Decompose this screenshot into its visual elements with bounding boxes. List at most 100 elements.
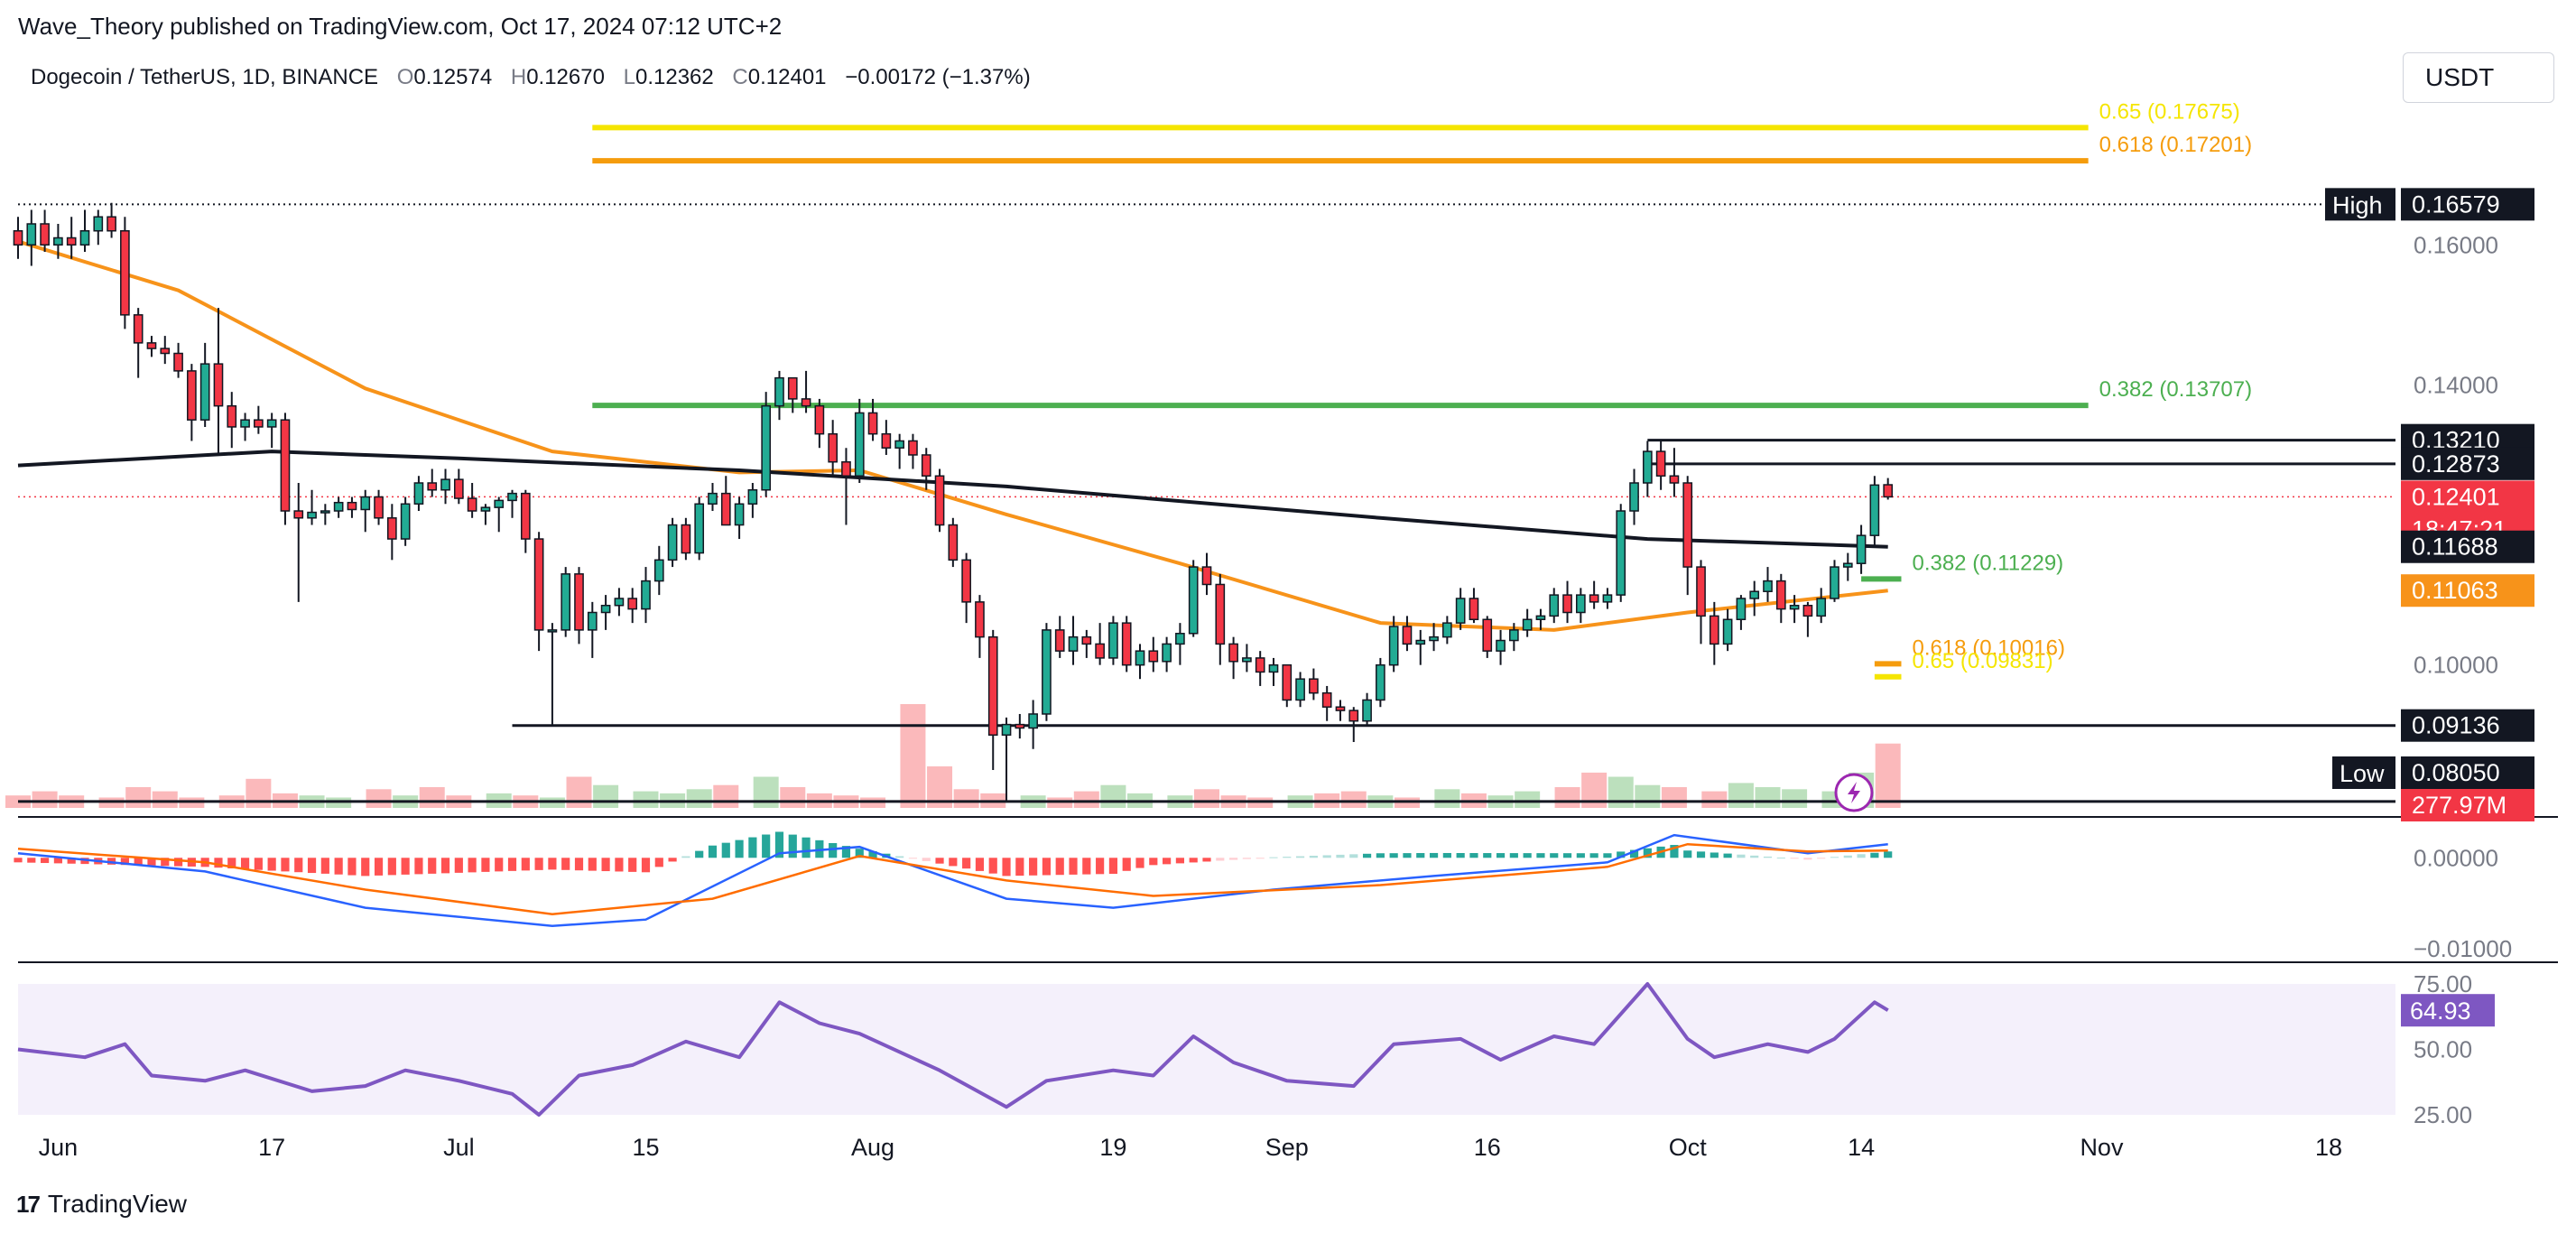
price-scale-label: 0.11688 [2412,533,2498,561]
rsi-value-bg [2401,994,2495,1027]
ema-200-line [17,450,1888,549]
candle-body [614,598,625,607]
macd-histogram-bar [240,858,250,869]
candle-body [801,398,811,407]
macd-histogram-bar [668,858,677,862]
macd-histogram-bar [1416,853,1425,858]
rsi-value-label: 64.93 [2410,997,2471,1025]
volume-bar [1701,791,1728,808]
candle-body [213,363,224,407]
candle-body [293,510,304,519]
macd-histogram-bar [1055,858,1064,876]
volume-bar [366,789,392,808]
macd-histogram-bar [1216,858,1225,861]
extreme-tag-bg [2325,188,2395,221]
candle-body [1869,484,1880,536]
candle-body [533,538,544,631]
candle-body [507,492,517,502]
macd-histogram-bar [387,858,396,876]
rsi-band [18,984,2395,1115]
candle-body [494,499,505,508]
candle-body [641,580,651,610]
candle-body [1028,713,1038,729]
candle-body [160,348,171,355]
macd-histogram-bar [735,839,744,858]
y-axis-tick-label: 0.14000 [2414,371,2498,398]
symbol-legend[interactable]: Dogecoin / TetherUS, 1D, BINANCE O0.1257… [31,65,1031,90]
candle-body [1883,484,1894,498]
candle-body [440,478,450,491]
publisher-line: Wave_Theory published on TradingView.com… [18,13,783,40]
ohlc-change: −0.00172 (−1.37%) [845,65,1031,89]
macd-histogram-bar [1429,852,1439,858]
macd-histogram-bar [1536,853,1545,858]
level-label: 0.618 (0.10016) [1912,635,2064,660]
extreme-tag-bg [2332,756,2395,789]
macd-histogram-bar [574,858,584,871]
tradingview-logo[interactable]: 17 TradingView [16,1190,187,1219]
candle-body [1789,604,1800,610]
macd-histogram-bar [628,858,637,872]
volume-bar [1194,789,1219,808]
macd-histogram-bar [147,858,156,866]
volume-bar [1515,791,1541,808]
candle-body [1228,643,1238,663]
macd-histogram-bar [214,858,223,868]
candle-body [681,524,691,554]
candle-body [881,432,892,449]
macd-histogram-bar [561,858,570,870]
candle-body [1575,594,1586,614]
macd-histogram-bar [320,858,329,874]
macd-histogram-bar [1509,853,1518,858]
macd-histogram-bar [1336,854,1345,858]
candle-body [987,635,998,736]
volume-bar [152,791,178,808]
candle-body [1201,566,1212,586]
candle-body [1162,643,1172,663]
macd-histogram-bar [615,858,624,872]
volume-bar [1073,791,1099,808]
macd-histogram-bar [1362,853,1372,858]
macd-histogram-bar [307,858,317,874]
candle-body [386,517,397,540]
macd-histogram-bar [374,858,384,876]
x-axis-tick-label: Sep [1265,1134,1309,1161]
candle-body [1509,629,1519,642]
currency-button[interactable]: USDT [2403,52,2554,103]
price-scale-label: 0.09136 [2412,712,2500,739]
candle-body [79,229,90,246]
volume-bar [780,787,806,808]
ema-50-line [17,239,1888,632]
macd-histogram-bar [1857,854,1866,858]
macd-histogram-bar [1737,854,1746,858]
level-label: 0.65 (0.09831) [1912,649,2052,673]
y-axis-tick-label: −0.01000 [2414,935,2512,962]
macd-histogram-bar [1229,858,1238,860]
macd-histogram-bar [841,846,851,858]
macd-histogram-bar [855,849,864,858]
candle-body [814,404,825,435]
candle-body [761,404,772,491]
volume-bar [753,776,779,808]
ohlc-low: 0.12362 [635,65,714,89]
level-label: 0.382 (0.11229) [1912,551,2063,575]
rsi-line [17,982,1889,1117]
candle-body [1842,562,1853,568]
extreme-tag-label: High [2332,191,2383,218]
candle-body [908,440,918,456]
x-axis-tick-label: 17 [258,1134,285,1161]
macd-histogram-bar [1015,858,1024,877]
x-axis-tick-label: 16 [1474,1134,1501,1161]
macd-histogram-bar [935,858,944,864]
volume-bar [419,787,445,808]
macd-histogram-bar [1843,855,1852,858]
candle-body [708,492,718,506]
macd-histogram-bar [1002,858,1011,877]
candle-body [173,352,183,372]
candle-body [146,342,157,349]
volume-bar [1434,789,1460,808]
candle-body [667,524,678,561]
symbol-name: Dogecoin / TetherUS, 1D, BINANCE [31,65,379,89]
